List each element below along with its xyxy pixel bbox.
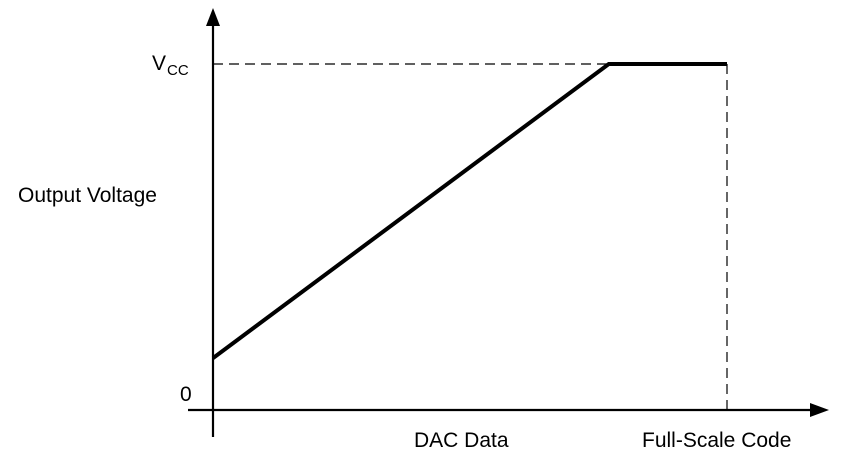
vcc-subscript-text: CC [167, 62, 189, 79]
x-axis-arrow [810, 403, 829, 417]
x-axis-label: DAC Data [414, 429, 509, 452]
y-axis-arrow [206, 8, 220, 26]
vcc-main-text: V [152, 52, 167, 75]
x-tick-full-scale-label: Full-Scale Code [642, 429, 792, 452]
y-tick-vcc-label: VCC [152, 52, 189, 78]
y-tick-zero-label: 0 [180, 383, 192, 406]
y-axis-label: Output Voltage [18, 184, 157, 207]
output-voltage-series-line [211, 62, 727, 360]
